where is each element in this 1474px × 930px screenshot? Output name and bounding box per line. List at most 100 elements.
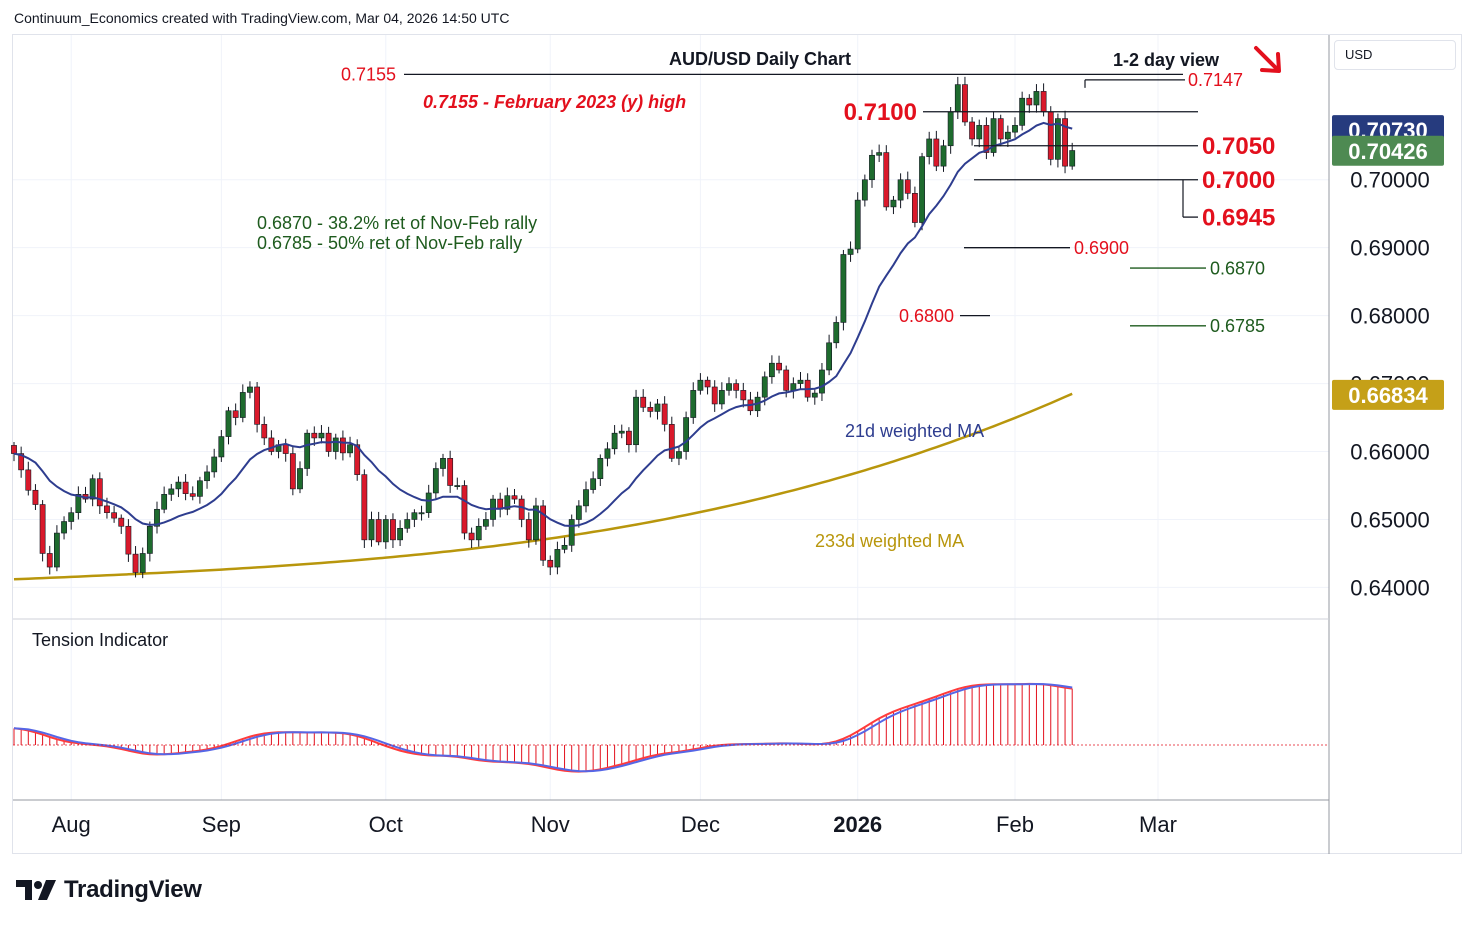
candle-up bbox=[204, 471, 210, 482]
candle-down bbox=[740, 390, 747, 401]
candle-down bbox=[189, 493, 196, 497]
candle-up bbox=[654, 403, 661, 412]
candle-up bbox=[683, 417, 689, 452]
candle-up bbox=[211, 456, 218, 473]
candle-down bbox=[11, 445, 17, 454]
candle-down bbox=[18, 453, 25, 471]
x-tick-label: 2026 bbox=[833, 812, 882, 837]
candle-down bbox=[933, 138, 940, 167]
candle-down bbox=[111, 512, 117, 519]
annotation-fib-50: 0.6785 - 50% ret of Nov-Feb rally bbox=[257, 233, 522, 253]
annotation-feb-2023-high: 0.7155 - February 2023 (y) high bbox=[423, 92, 686, 112]
candle-up bbox=[718, 390, 725, 405]
y-tick-label: 0.64000 bbox=[1350, 575, 1430, 600]
candle-up bbox=[919, 156, 925, 223]
candle-up bbox=[861, 179, 868, 201]
candle-up bbox=[404, 519, 411, 529]
candle-up bbox=[847, 248, 854, 255]
price-tag-label: 0.70426 bbox=[1348, 139, 1428, 164]
tension-indicator-title: Tension Indicator bbox=[32, 630, 168, 650]
down-right-arrow-icon bbox=[1254, 46, 1281, 73]
candle-up bbox=[690, 390, 697, 418]
candle-up bbox=[397, 528, 403, 541]
candle-up bbox=[940, 145, 947, 167]
tradingview-brand[interactable]: TradingView bbox=[16, 876, 202, 904]
candle-up bbox=[697, 379, 704, 391]
candle-down bbox=[447, 458, 454, 486]
candle-up bbox=[583, 489, 589, 507]
candle-up bbox=[976, 125, 983, 140]
x-tick-label: Feb bbox=[996, 812, 1034, 837]
candle-up bbox=[797, 379, 804, 384]
ma21-label: 21d weighted MA bbox=[845, 421, 984, 441]
ma233-label: 233d weighted MA bbox=[815, 531, 964, 551]
candle-down bbox=[783, 369, 790, 391]
candle-up bbox=[168, 488, 175, 495]
candle-down bbox=[911, 193, 918, 223]
candle-up bbox=[239, 392, 246, 418]
candle-up bbox=[604, 448, 611, 459]
candle-up bbox=[854, 199, 861, 250]
candle-down bbox=[547, 559, 554, 568]
candle-down bbox=[261, 424, 268, 439]
chart-frame bbox=[12, 34, 1462, 854]
candle-down bbox=[361, 474, 368, 541]
candle-up bbox=[425, 492, 432, 513]
candle-down bbox=[904, 179, 911, 194]
candle-up bbox=[561, 544, 568, 550]
candle-down bbox=[883, 152, 890, 208]
candle-down bbox=[39, 504, 46, 554]
tradingview-logo-icon bbox=[16, 880, 56, 900]
candle-up bbox=[611, 432, 618, 450]
candle-up bbox=[533, 505, 539, 541]
candle-up bbox=[926, 138, 933, 157]
candle-up bbox=[726, 383, 732, 391]
x-tick-label: Oct bbox=[369, 812, 403, 837]
candle-up bbox=[68, 512, 75, 522]
candle-up bbox=[89, 478, 96, 500]
candle-up bbox=[1069, 150, 1076, 167]
candle-up bbox=[139, 553, 146, 573]
chart-title: AUD/USD Daily Chart bbox=[669, 49, 851, 69]
candle-up bbox=[819, 369, 825, 394]
candle-up bbox=[454, 485, 461, 488]
candle-down bbox=[640, 396, 647, 408]
level-label: 0.7000 bbox=[1202, 167, 1275, 194]
candle-down bbox=[311, 432, 318, 439]
candle-up bbox=[840, 254, 847, 323]
y-tick-label: 0.70000 bbox=[1350, 168, 1430, 193]
currency-selector-button[interactable]: USD bbox=[1334, 40, 1456, 70]
candle-down bbox=[46, 553, 53, 568]
candle-up bbox=[575, 505, 582, 520]
candle-up bbox=[876, 152, 883, 156]
candle-down bbox=[704, 379, 711, 388]
candle-up bbox=[247, 386, 253, 393]
x-tick-label: Dec bbox=[681, 812, 720, 837]
candle-down bbox=[733, 383, 740, 391]
candle-up bbox=[53, 532, 60, 568]
candle-up bbox=[1004, 131, 1011, 140]
candle-up bbox=[440, 458, 446, 469]
candle-up bbox=[618, 430, 625, 434]
annotation-fib-382: 0.6870 - 38.2% ret of Nov-Feb rally bbox=[257, 213, 537, 233]
candle-down bbox=[104, 505, 110, 513]
level-label: 0.6900 bbox=[1074, 238, 1129, 258]
candle-down bbox=[625, 430, 632, 446]
candle-up bbox=[197, 480, 203, 497]
level-label: 0.7155 bbox=[341, 65, 396, 85]
candle-down bbox=[518, 498, 525, 520]
level-label: 0.7050 bbox=[1202, 133, 1275, 160]
candle-down bbox=[118, 517, 125, 527]
candle-up bbox=[218, 436, 225, 458]
candle-up bbox=[482, 519, 489, 527]
candle-up bbox=[890, 199, 897, 208]
candle-up bbox=[146, 525, 153, 554]
y-tick-label: 0.66000 bbox=[1350, 440, 1430, 465]
candle-up bbox=[947, 111, 954, 147]
candle-down bbox=[525, 519, 532, 541]
tension-signal-line bbox=[13, 682, 1073, 773]
candle-down bbox=[96, 478, 103, 507]
candle-up bbox=[368, 519, 375, 541]
candle-up bbox=[418, 512, 425, 515]
